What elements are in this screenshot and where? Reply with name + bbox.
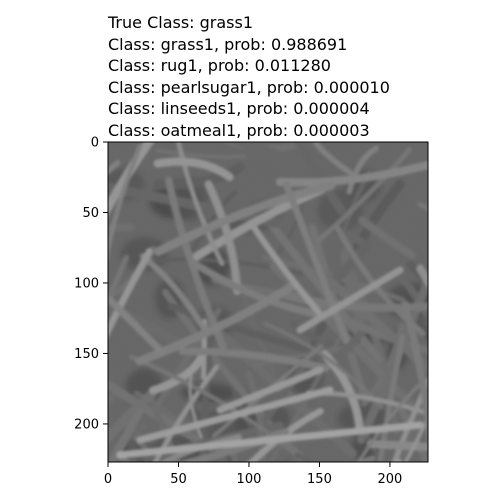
x-tick-label: 50	[170, 472, 187, 487]
prediction-line-1: Class: grass1, prob: 0.988691	[108, 34, 348, 54]
prediction-line-4: Class: linseeds1, prob: 0.000004	[108, 99, 370, 119]
x-tick-label: 100	[237, 472, 262, 487]
x-tick-label: 200	[378, 472, 403, 487]
y-tick-label: 50	[82, 206, 99, 221]
y-tick-label: 200	[74, 417, 99, 432]
y-axis: 0 50 100 150 200	[74, 136, 108, 432]
true-class-label: True Class: grass1	[108, 13, 254, 32]
prediction-line-5: Class: oatmeal1, prob: 0.000003	[108, 120, 370, 140]
y-tick-label: 150	[74, 347, 99, 362]
prediction-line-2: Class: rug1, prob: 0.011280	[108, 56, 331, 76]
y-tick-label: 100	[74, 276, 99, 291]
x-axis: 0 50 100 150 200	[104, 462, 402, 487]
grass-texture-image	[108, 142, 428, 462]
x-tick-label: 150	[307, 472, 332, 487]
x-tick-label: 0	[104, 472, 112, 487]
axes-frame	[107, 141, 429, 463]
figure-title: True Class: grass1 Class: grass1, prob: …	[108, 12, 488, 142]
prediction-line-3: Class: pearlsugar1, prob: 0.000010	[108, 77, 390, 97]
y-tick-label: 0	[91, 136, 99, 151]
